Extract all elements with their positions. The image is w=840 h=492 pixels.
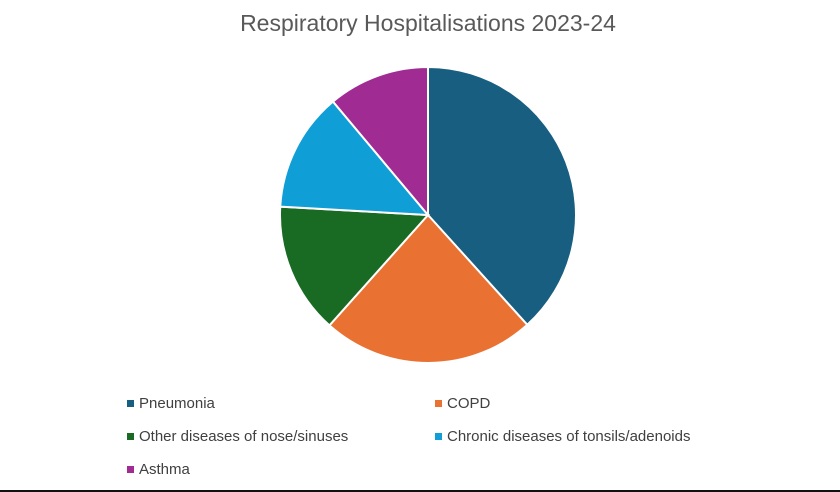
legend-label: Asthma	[139, 461, 190, 478]
legend-swatch-icon	[127, 466, 134, 473]
pie-slice-other-diseases-of-nose-sinuses	[279, 205, 431, 327]
legend-swatch-icon	[435, 433, 442, 440]
pie-slice-asthma	[331, 65, 429, 218]
legend-label: COPD	[447, 395, 491, 412]
legend-label: Pneumonia	[139, 395, 215, 412]
legend-item-asthma: Asthma	[127, 461, 190, 478]
legend-swatch-icon	[127, 433, 134, 440]
pie-slice-chronic-diseases-of-tonsils-adenoids	[279, 100, 431, 217]
pie-slice-copd	[328, 213, 529, 364]
chart-title: Respiratory Hospitalisations 2023-24	[240, 10, 616, 36]
legend-item-pneumonia: Pneumonia	[127, 395, 215, 412]
bottom-border	[0, 490, 840, 492]
legend-label: Chronic diseases of tonsils/adenoids	[447, 428, 691, 445]
pie-slices	[279, 65, 577, 364]
legend-item-copd: COPD	[435, 395, 490, 412]
legend-swatch-icon	[435, 400, 442, 407]
legend-swatch-icon	[127, 400, 134, 407]
legend-item-tonsils-adenoids: Chronic diseases of tonsils/adenoids	[435, 428, 690, 445]
legend-item-other-nose-sinuses: Other diseases of nose/sinuses	[127, 428, 348, 445]
pie-slice-pneumonia	[427, 65, 577, 327]
legend-label: Other diseases of nose/sinuses	[139, 428, 349, 445]
